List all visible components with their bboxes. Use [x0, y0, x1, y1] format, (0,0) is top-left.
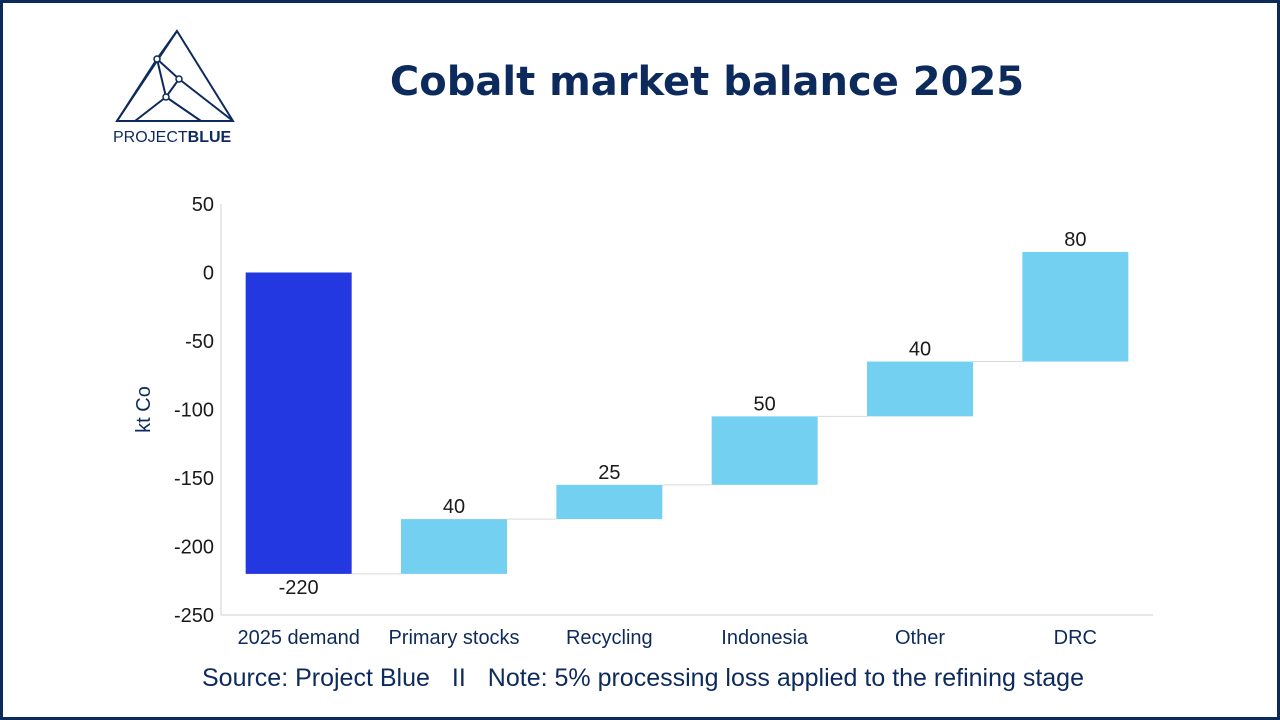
bar-3 — [711, 416, 818, 485]
bar-5 — [1022, 251, 1129, 362]
data-label: 40 — [909, 339, 931, 361]
x-category-label: 2025 demand — [238, 627, 360, 649]
y-tick-label: -200 — [174, 537, 214, 559]
x-category-label: Primary stocks — [388, 627, 519, 649]
y-tick-label: 50 — [192, 194, 214, 216]
source-text: Source: Project Blue — [201, 664, 430, 692]
source-note: Source: Project Blue II Note: 5% processin… — [3, 664, 1280, 693]
waterfall-chart: 50 0 -50 -100 -150 -200 -250 kt Co -220 2025 dema… — [133, 194, 1153, 649]
bar-0 — [245, 272, 352, 574]
data-label: 50 — [754, 393, 776, 415]
bar-1 — [401, 519, 507, 574]
bar-2 — [556, 484, 663, 520]
data-label: -220 — [279, 577, 319, 599]
y-tick-label: -250 — [174, 605, 214, 627]
logo-wordmark: PROJECTBLUE — [113, 129, 231, 147]
logo-text-bold: BLUE — [187, 129, 232, 146]
data-label: 40 — [443, 496, 465, 518]
note-text: Note: 5% processing loss applied to the … — [487, 664, 1084, 692]
source-separator: II — [451, 664, 466, 692]
y-axis-label: kt Co — [133, 386, 155, 433]
y-tick-label: 0 — [203, 263, 214, 285]
logo-text-light: PROJECT — [113, 129, 188, 146]
x-category-label: Other — [895, 627, 945, 649]
data-label: 25 — [598, 462, 620, 484]
y-tick-label: -100 — [174, 400, 214, 422]
x-category-label: DRC — [1054, 627, 1097, 649]
bar-4 — [867, 361, 973, 417]
x-category-label: Recycling — [566, 627, 653, 649]
x-category-label: Indonesia — [721, 627, 809, 649]
y-tick-label: -50 — [185, 331, 214, 353]
chart-title: Cobalt market balance 2025 — [389, 59, 1025, 105]
triangle-network-icon — [115, 29, 235, 122]
data-label: 80 — [1064, 229, 1086, 251]
y-tick-label: -150 — [174, 468, 214, 490]
project-blue-logo: PROJECTBLUE — [111, 27, 241, 151]
